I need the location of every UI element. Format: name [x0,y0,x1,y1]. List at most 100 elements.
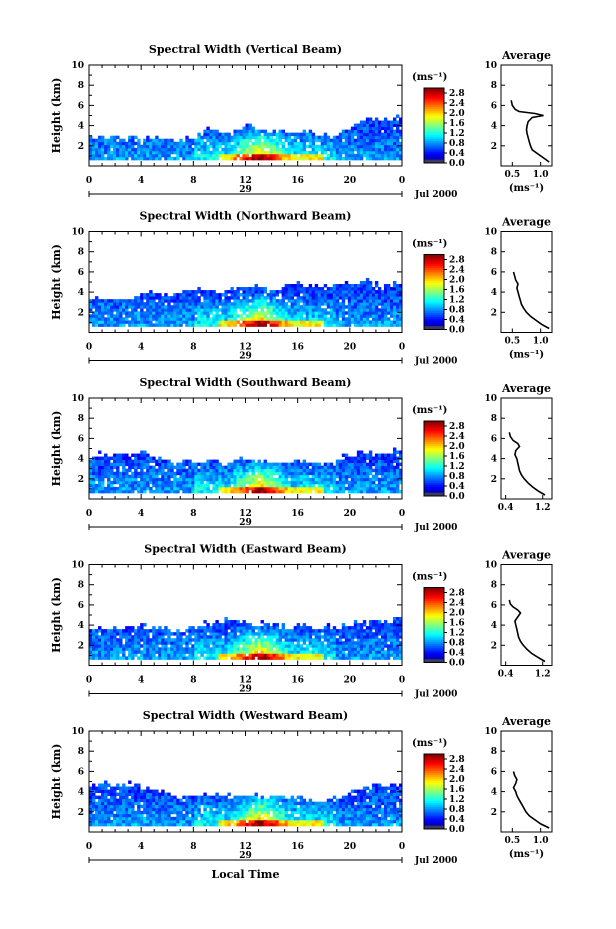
heat-cell [383,153,388,158]
heat-cell [251,626,255,630]
heat-cell [170,638,174,642]
heat-cell [227,641,231,645]
heat-cell [125,314,129,318]
heat-cell [359,453,364,457]
heat-cell [212,320,216,324]
heat-cell [362,308,367,312]
heat-cell [221,471,225,476]
heat-cell [320,290,325,294]
heat-cell [329,290,334,294]
heat-cell [293,317,298,321]
heat-cell [392,489,397,494]
heat-cell [101,135,105,140]
heat-cell [347,626,352,630]
heat-cell [212,623,216,627]
heat-cell [392,117,397,121]
x-tick-label: 12 [239,176,252,186]
heat-cell [326,302,331,306]
heat-cell [395,474,400,479]
heat-cell [227,477,231,482]
heat-cell [149,638,153,642]
heat-cell [152,474,156,479]
heat-cell [371,638,376,642]
heat-cell [344,486,349,491]
heat-cell [329,638,334,642]
heat-cell [257,141,261,146]
y-tick-label: 6 [78,601,84,611]
avg-x-label: (ms⁻¹) [509,350,544,361]
heat-cell [383,635,388,639]
heat-cell [356,150,361,155]
heat-cell [353,462,358,467]
heat-cell [263,296,267,300]
heat-cell [89,150,93,155]
heat-cell [251,486,255,491]
heat-cell [386,308,391,312]
heat-cell [302,141,307,146]
heat-cell [296,293,301,297]
heat-cell [326,311,331,315]
heat-cell [395,314,400,318]
heat-cell [224,653,228,657]
heat-cell [185,474,189,479]
heat-cell [230,138,234,143]
heat-cell [191,656,195,660]
heat-cell [233,474,237,479]
heat-cell [206,471,210,476]
heat-cell [245,626,249,630]
heat-cell [188,323,192,327]
heat-cell [209,629,213,633]
heat-cell [212,150,216,155]
heat-cell [377,311,382,315]
heat-cell [149,156,153,161]
heat-cell [395,132,400,137]
heat-cell [152,483,156,488]
heat-cell [320,486,325,491]
heat-cell [170,480,174,485]
heat-cell [317,477,322,482]
heat-cell [290,486,295,491]
heat-cell [233,468,237,473]
heat-cell [125,453,129,457]
heat-cell [383,468,388,473]
heat-cell [203,296,207,300]
heat-cell [299,465,304,470]
heat-cell [95,305,99,309]
heat-cell [206,144,210,149]
heat-cell [317,483,322,488]
heat-cell [215,486,219,491]
heat-cell [362,123,367,128]
heat-cell [296,144,301,149]
heat-cell [377,156,382,161]
heat-cell [350,477,355,482]
colorbar-tick-label: 0.0 [449,492,465,502]
heat-cell [149,468,153,473]
heat-cell [395,644,400,648]
heat-cell [230,290,234,294]
heat-cell [191,480,195,485]
heat-cell [308,644,313,648]
heat-cell [224,299,228,303]
heat-cell [104,641,108,645]
heat-cell [131,144,135,149]
heat-cell [326,293,331,297]
heat-cell [395,471,400,476]
heat-cell [254,474,258,479]
heat-cell [194,150,198,155]
heat-cell [296,653,301,657]
heat-cell [125,629,129,633]
heat-cell [368,311,373,315]
heat-cell [317,653,322,657]
heat-cell [314,641,319,645]
heat-cell [218,471,222,476]
heat-cell [374,623,379,627]
heat-cell [98,299,102,303]
heat-cell [356,305,361,309]
heat-cell [305,287,310,291]
heat-cell [167,656,171,660]
heat-cell [329,480,334,485]
heat-cell [161,632,165,636]
heat-cell [386,135,391,140]
heat-cell [266,653,270,657]
heat-cell [374,117,379,121]
